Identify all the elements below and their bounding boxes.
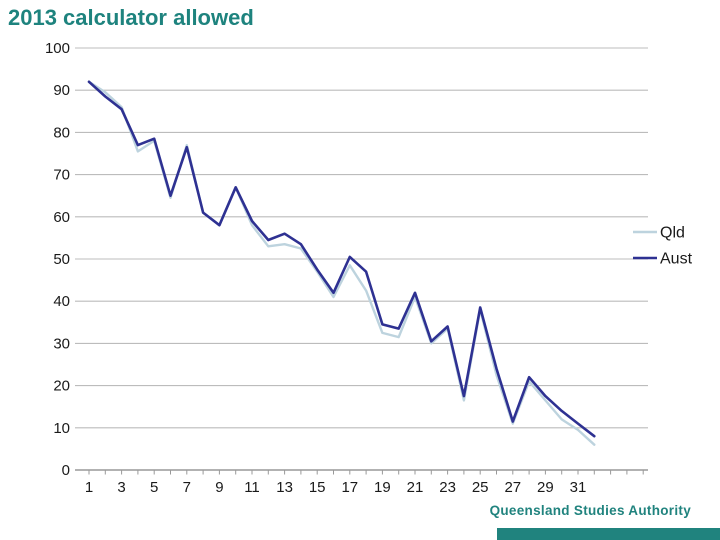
y-tick-label: 90 <box>53 82 70 99</box>
x-tick-label: 27 <box>504 479 521 496</box>
footer-organization: Queensland Studies Authority <box>489 503 691 518</box>
x-tick-label: 1 <box>85 479 93 496</box>
x-tick-label: 25 <box>472 479 489 496</box>
x-tick-label: 19 <box>374 479 391 496</box>
x-tick-label: 9 <box>215 479 223 496</box>
y-tick-label: 40 <box>53 293 70 310</box>
y-tick-label: 70 <box>53 167 70 184</box>
y-tick-label: 10 <box>53 420 70 437</box>
x-tick-label: 29 <box>537 479 554 496</box>
x-tick-label: 17 <box>341 479 358 496</box>
x-tick-label: 11 <box>244 479 260 496</box>
page-title: 2013 calculator allowed <box>8 5 254 30</box>
x-tick-label: 7 <box>183 479 191 496</box>
x-tick-label: 5 <box>150 479 158 496</box>
series-line-qld <box>87 80 596 446</box>
x-tick-label: 31 <box>570 479 587 496</box>
y-tick-label: 100 <box>45 40 70 57</box>
legend-label-aust: Aust <box>660 251 693 268</box>
x-tick-label: 13 <box>276 479 293 496</box>
y-tick-label: 50 <box>53 251 70 268</box>
y-tick-label: 60 <box>53 209 70 226</box>
y-tick-label: 20 <box>53 378 70 395</box>
legend-label-qld: Qld <box>660 225 685 242</box>
x-tick-label: 23 <box>439 479 456 496</box>
y-tick-label: 30 <box>53 335 70 352</box>
footer-accent-bar <box>497 528 720 540</box>
x-tick-label: 15 <box>309 479 326 496</box>
y-tick-label: 80 <box>53 124 70 141</box>
x-tick-label: 21 <box>407 479 424 496</box>
y-tick-label: 0 <box>62 462 70 479</box>
series-line-aust <box>87 80 596 438</box>
x-tick-label: 3 <box>117 479 125 496</box>
